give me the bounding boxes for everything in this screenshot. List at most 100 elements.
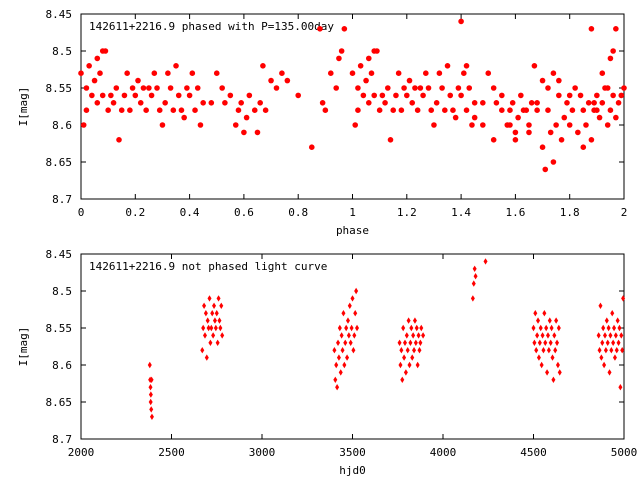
data-point <box>409 324 414 332</box>
data-point <box>355 85 361 91</box>
data-point <box>200 347 205 354</box>
data-point <box>591 100 597 106</box>
y-tick-label: 8.65 <box>46 156 73 169</box>
data-point <box>384 85 391 91</box>
data-point <box>254 129 261 136</box>
data-point <box>317 26 323 32</box>
data-point <box>212 317 217 324</box>
data-point <box>202 332 207 339</box>
data-point <box>450 107 456 113</box>
data-point <box>515 114 521 121</box>
data-point <box>118 107 125 113</box>
data-point <box>613 332 618 339</box>
data-point <box>135 77 141 84</box>
data-point <box>151 70 158 76</box>
data-point <box>556 92 562 99</box>
data-point <box>615 317 620 324</box>
data-point <box>232 122 239 128</box>
data-point <box>545 85 551 91</box>
data-point <box>549 324 554 332</box>
data-point <box>197 122 204 128</box>
y-tick-label: 8.65 <box>46 396 73 409</box>
x-tick-label: 4000 <box>430 446 457 459</box>
data-point <box>336 354 341 361</box>
plot-frame <box>80 13 625 200</box>
data-point <box>268 77 274 84</box>
data-point <box>444 63 451 69</box>
x-tick-label: 0.2 <box>125 206 145 219</box>
data-point <box>116 137 122 143</box>
data-point <box>599 354 604 361</box>
data-point <box>238 100 244 106</box>
data-point <box>284 77 291 84</box>
data-point <box>583 122 589 128</box>
data-point <box>327 70 334 76</box>
data-point <box>553 347 558 354</box>
data-point <box>162 100 168 106</box>
data-point <box>399 347 404 354</box>
data-point <box>353 310 358 317</box>
data-point <box>533 310 538 317</box>
data-point <box>78 70 84 76</box>
data-point <box>83 85 90 91</box>
data-point <box>621 295 626 302</box>
data-point <box>572 85 578 91</box>
data-point <box>471 100 478 106</box>
x-tick-label: 0.8 <box>288 206 308 219</box>
data-point <box>215 339 220 346</box>
data-point <box>167 85 174 91</box>
data-point <box>337 324 342 332</box>
data-point <box>604 122 611 128</box>
data-point <box>518 92 524 99</box>
data-point <box>585 100 592 106</box>
data-point <box>351 347 356 354</box>
data-point <box>412 347 417 354</box>
data-point <box>376 107 383 113</box>
x-tick-label: 1.6 <box>505 206 525 219</box>
data-point <box>83 107 90 113</box>
data-point <box>181 114 187 121</box>
data-point <box>113 85 120 91</box>
data-point <box>345 317 350 324</box>
data-point <box>121 92 128 99</box>
data-point <box>148 398 153 406</box>
data-point <box>149 376 154 383</box>
data-point <box>184 85 190 91</box>
data-point <box>558 137 565 143</box>
data-point <box>345 354 350 361</box>
data-point <box>147 361 152 369</box>
data-point <box>410 354 415 361</box>
x-tick-label: 3500 <box>339 446 366 459</box>
y-axis-label: I[mag] <box>17 327 30 367</box>
data-point <box>463 63 470 69</box>
plot-frame <box>80 253 625 440</box>
data-point <box>596 332 601 339</box>
data-point <box>613 26 619 32</box>
data-point <box>509 100 516 106</box>
data-point <box>472 265 477 272</box>
data-point <box>512 137 519 143</box>
data-point <box>165 70 171 76</box>
data-point <box>86 63 92 69</box>
data-point <box>439 85 445 91</box>
data-point <box>604 317 609 324</box>
data-point <box>246 92 253 99</box>
data-point <box>606 324 611 332</box>
data-point <box>600 339 605 346</box>
data-point <box>260 63 266 69</box>
data-point <box>554 317 559 324</box>
data-point <box>458 18 464 25</box>
data-point <box>347 302 352 309</box>
x-tick-label: 1.2 <box>397 206 417 219</box>
data-point <box>552 332 557 339</box>
data-point <box>105 107 111 113</box>
data-point <box>539 77 546 84</box>
data-point <box>295 92 302 99</box>
x-tick-label: 0.4 <box>180 206 200 219</box>
x-tick-label: 1 <box>349 206 356 219</box>
data-point <box>528 100 535 106</box>
data-point <box>143 107 149 113</box>
data-point <box>149 406 154 413</box>
data-point <box>493 100 500 106</box>
data-point <box>374 48 380 54</box>
